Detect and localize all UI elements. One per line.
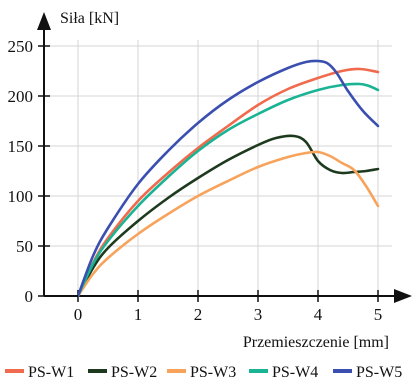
x-axis-arrow [394, 289, 412, 303]
series-line-ps-w1 [78, 67, 380, 298]
y-tick-label: 50 [16, 237, 33, 256]
y-tick-label: 150 [8, 137, 34, 156]
legend: PS-W1 PS-W2 PS-W3 PS-W4 PS-W5 [5, 364, 402, 381]
series-line-ps-w3 [78, 150, 380, 298]
y-tick-label: 100 [8, 187, 34, 206]
series-lines [78, 59, 380, 298]
x-tick-label: 4 [314, 305, 323, 324]
x-tick-label: 0 [74, 305, 83, 324]
series-line-ps-w4 [78, 82, 380, 298]
legend-label: PS-W2 [111, 364, 157, 381]
y-tick-labels: 0 50 100 150 200 250 [8, 37, 50, 306]
series-line-ps-w2 [78, 134, 380, 298]
legend-label: PS-W4 [272, 364, 318, 381]
x-axis-title: Przemieszczenie [mm] [243, 334, 389, 351]
x-tick-label: 5 [374, 305, 383, 324]
legend-label: PS-W3 [190, 364, 236, 381]
x-tick-label: 3 [254, 305, 263, 324]
x-tick-label: 2 [194, 305, 203, 324]
legend-label: PS-W1 [28, 364, 74, 381]
y-axis-title: Siła [kN] [60, 10, 119, 27]
y-axis-arrow [37, 12, 51, 30]
x-tick-labels: 0 1 2 3 4 5 [74, 290, 383, 324]
series-line-ps-w5 [78, 59, 380, 298]
x-tick-label: 1 [134, 305, 143, 324]
y-tick-label: 250 [8, 37, 34, 56]
y-tick-label: 0 [25, 287, 34, 306]
y-tick-label: 200 [8, 87, 34, 106]
legend-label: PS-W5 [356, 364, 402, 381]
axes [37, 12, 412, 303]
